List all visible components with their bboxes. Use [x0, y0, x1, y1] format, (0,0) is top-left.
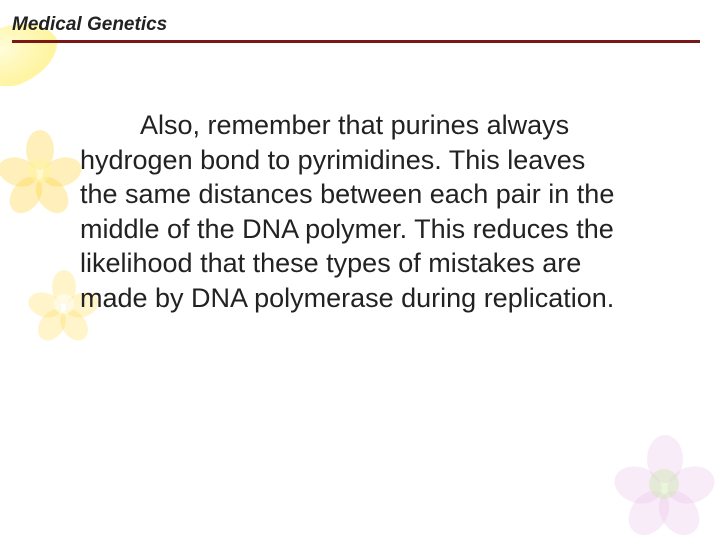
- title-underline: [12, 40, 700, 43]
- slide-title: Medical Genetics: [12, 14, 700, 40]
- body-text: Also, remember that purines always hydro…: [80, 110, 614, 313]
- slide-header: Medical Genetics: [12, 14, 700, 43]
- flower-decoration-3: [615, 435, 715, 535]
- flower-decoration-1: [0, 130, 80, 210]
- slide-body: Also, remember that purines always hydro…: [80, 108, 620, 315]
